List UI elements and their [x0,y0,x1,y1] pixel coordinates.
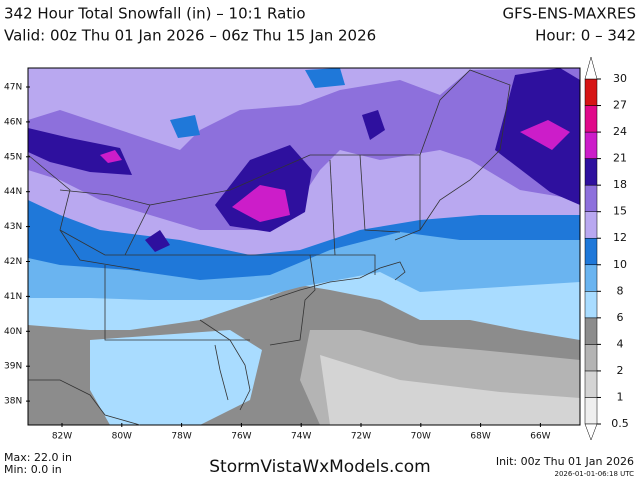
colorbar-tick-label: 30 [613,72,627,85]
snowfall-field: 47N 46N 45N 44N 43N 42N 41N 40N 39N 38N 82W 80W 78W 7… [4,67,581,442]
lat-label: 46N [4,117,22,127]
colorbar-tick-label: 24 [613,125,627,138]
init-time: Init: 00z Thu 01 Jan 2026 [496,455,634,468]
colorbar-bin [584,158,598,186]
title: 342 Hour Total Snowfall (in) – 10:1 Rati… [4,5,306,23]
lon-label: 78W [171,432,191,442]
colorbar-tick-label: 4 [617,337,624,350]
snowfall-area [145,230,170,252]
colorbar-bottom-arrow [584,423,598,441]
timestamp: 2026-01-01-06:18 UTC [555,470,635,478]
colorbar-tick-label: 8 [617,284,624,297]
colorbar-bin [584,264,598,292]
colorbar-bin [584,237,598,266]
lon-label: 70W [411,432,431,442]
colorbar-tick-label: 15 [613,205,627,218]
lat-label: 41N [4,292,22,302]
lon-label: 68W [470,432,490,442]
hour-range: Hour: 0 – 342 [535,27,636,45]
colorbar-bin [584,78,598,106]
snowfall-area [320,355,580,425]
snowfall-area [305,68,345,88]
colorbar-top-arrow [584,56,598,80]
lat-label: 40N [4,327,22,337]
lon-label: 74W [291,432,311,442]
colorbar-tick-label: 10 [613,258,627,271]
lat-label: 45N [4,152,22,162]
lon-label: 76W [231,432,251,442]
colorbar-bin [584,105,598,133]
max-value: Max: 22.0 in [4,451,72,464]
colorbar-tick-label: 6 [617,311,624,324]
colorbar-tick-label: 1 [617,390,624,403]
colorbar-tick-label: 27 [613,99,627,112]
site-name: StormVistaWxModels.com [209,457,431,477]
snowfall-area [170,115,200,138]
lon-label: 72W [351,432,371,442]
lon-label: 80W [112,432,132,442]
colorbar-tick-label: 12 [613,231,627,244]
valid-time: Valid: 00z Thu 01 Jan 2026 – 06z Thu 15 … [4,27,376,45]
lat-label: 38N [4,397,22,407]
colorbar-tick-label: 18 [613,178,627,191]
snowfall-area [28,128,132,175]
lat-label: 47N [4,83,22,93]
lat-label: 42N [4,257,22,267]
lat-label: 44N [4,187,22,197]
snowfall-area [90,330,262,425]
colorbar-bin [584,291,598,319]
colorbar-tick-label: 21 [613,152,627,165]
snowfall-area [28,68,580,230]
snowfall-area [232,185,290,222]
colorbar-tick-label: 0.5 [611,417,629,430]
snowfall-area [362,110,385,140]
min-value: Min: 0.0 in [4,463,62,476]
lon-label: 82W [52,432,72,442]
lat-label: 39N [4,362,22,372]
colorbar-bin [584,344,598,372]
lon-label: 66W [530,432,550,442]
colorbar-bin [584,211,598,239]
colorbar-tick-label: 2 [617,364,624,377]
lat-label: 43N [4,222,22,232]
colorbar-bin [584,131,598,159]
colorbar-bin [584,317,598,345]
model-name: GFS-ENS-MAXRES [503,5,636,23]
snowfall-area [520,120,570,150]
colorbar-bin [584,397,598,425]
snowfall-area [100,150,122,163]
colorbar-bin [584,184,598,212]
colorbar-bin [584,370,598,398]
